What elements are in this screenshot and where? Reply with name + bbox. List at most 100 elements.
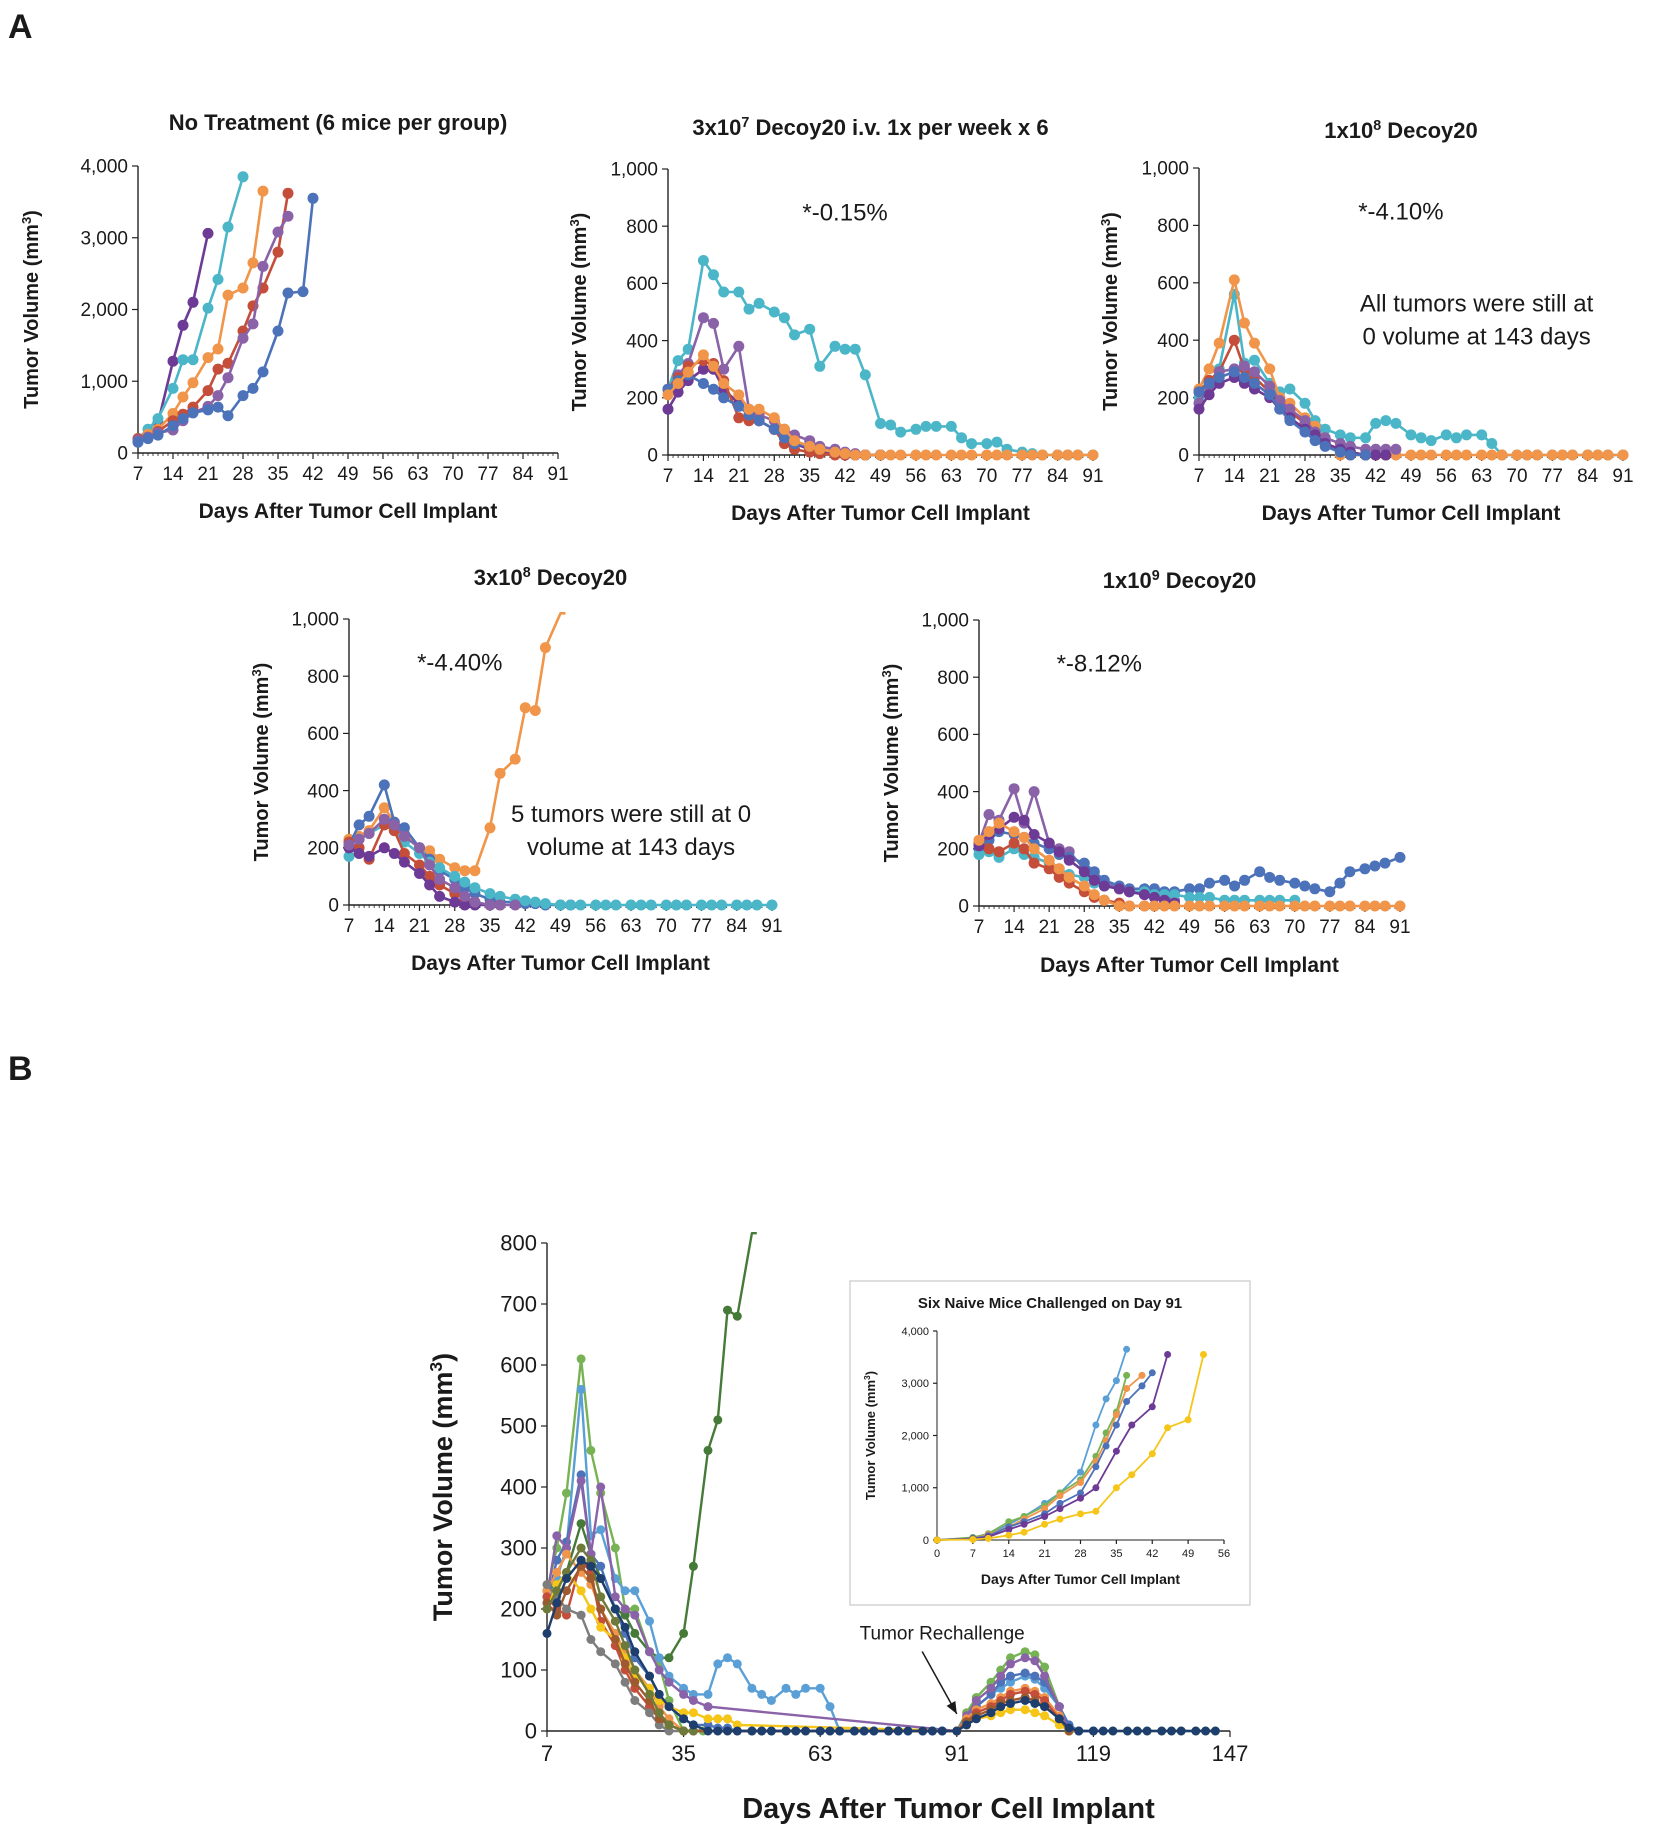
data-point bbox=[1020, 1520, 1028, 1528]
x-tick-label: 28 bbox=[1294, 466, 1315, 487]
data-point bbox=[718, 286, 730, 298]
data-point bbox=[625, 899, 637, 911]
y-tick-label: 400 bbox=[307, 781, 339, 802]
data-point bbox=[859, 1726, 869, 1736]
x-tick-label: 7 bbox=[133, 464, 144, 485]
y-tick-label: 0 bbox=[958, 897, 969, 918]
data-point bbox=[1088, 889, 1100, 901]
x-axis-title: Days After Tumor Cell Implant bbox=[1262, 502, 1561, 525]
x-tick-label: 77 bbox=[1012, 466, 1033, 487]
data-point bbox=[743, 303, 755, 315]
data-point bbox=[1405, 449, 1417, 461]
data-point bbox=[142, 433, 154, 445]
x-tick-label: 49 bbox=[337, 464, 358, 485]
data-point bbox=[1249, 366, 1260, 378]
data-point bbox=[1264, 871, 1276, 883]
data-point bbox=[1123, 1345, 1131, 1353]
data-point bbox=[1072, 449, 1084, 461]
data-point bbox=[586, 1561, 596, 1571]
data-point bbox=[983, 826, 995, 838]
data-point bbox=[596, 1525, 606, 1535]
data-point bbox=[1043, 863, 1055, 875]
x-tick-label: 49 bbox=[1182, 1548, 1194, 1560]
data-point bbox=[1184, 891, 1195, 903]
data-point bbox=[1054, 1702, 1064, 1712]
data-point bbox=[1228, 334, 1240, 346]
data-point bbox=[789, 435, 800, 447]
data-point bbox=[645, 1616, 654, 1626]
data-point bbox=[670, 899, 682, 911]
x-tick-label: 91 bbox=[1082, 466, 1103, 487]
x-tick-label: 84 bbox=[1577, 466, 1599, 487]
data-point bbox=[494, 899, 506, 911]
x-tick-label: 35 bbox=[267, 464, 288, 485]
data-point bbox=[1138, 900, 1150, 912]
y-tick-label: 600 bbox=[307, 724, 339, 745]
data-point bbox=[1040, 1662, 1050, 1672]
y-tick-label: 800 bbox=[500, 1231, 537, 1256]
x-tick-label: 49 bbox=[550, 916, 571, 937]
data-point bbox=[703, 1689, 713, 1699]
data-point bbox=[973, 849, 985, 860]
data-point bbox=[766, 899, 778, 911]
data-point bbox=[1415, 449, 1427, 461]
data-point bbox=[1415, 432, 1427, 444]
data-point bbox=[596, 1574, 606, 1583]
x-tick-label: 63 bbox=[1471, 466, 1492, 487]
chart-title: 1x108 Decoy20 bbox=[1324, 118, 1478, 143]
y-tick-label: 400 bbox=[626, 331, 658, 352]
x-tick-label: 21 bbox=[1039, 1548, 1051, 1560]
data-point bbox=[1238, 372, 1250, 383]
data-point bbox=[1164, 1424, 1172, 1432]
x-tick-label: 21 bbox=[1039, 917, 1060, 938]
x-tick-label: 70 bbox=[976, 466, 997, 487]
data-point bbox=[1092, 1463, 1100, 1471]
data-point bbox=[449, 882, 461, 894]
y-axis-title: Tumor Volume (mm3) bbox=[862, 1371, 878, 1500]
x-tick-label: 7 bbox=[344, 916, 355, 937]
x-tick-label: 56 bbox=[1218, 1548, 1230, 1560]
data-point bbox=[1113, 900, 1125, 912]
x-tick-label: 7 bbox=[974, 917, 985, 938]
y-tick-label: 200 bbox=[500, 1597, 537, 1622]
data-point bbox=[1405, 429, 1417, 441]
data-point bbox=[703, 1726, 713, 1736]
x-tick-label: 56 bbox=[905, 466, 926, 487]
data-point bbox=[1112, 1447, 1120, 1455]
x-tick-label: 7 bbox=[970, 1548, 976, 1560]
chart-3x10-7-decoy20: 0 200 400 600 800 1,000 7 14 21 28 35 42 49 56 63 70 77 8… bbox=[567, 115, 1104, 525]
data-point bbox=[307, 192, 319, 204]
data-point bbox=[801, 1683, 811, 1693]
data-point bbox=[1005, 1518, 1013, 1526]
data-point bbox=[927, 1726, 937, 1736]
x-tick-label: 28 bbox=[444, 916, 465, 937]
data-point bbox=[343, 850, 355, 862]
data-point bbox=[519, 895, 531, 907]
data-point bbox=[1074, 1726, 1084, 1736]
data-point bbox=[398, 830, 410, 842]
y-tick-label: 400 bbox=[1157, 331, 1189, 352]
data-point bbox=[1284, 415, 1296, 427]
data-point bbox=[529, 896, 541, 908]
data-point bbox=[257, 185, 269, 197]
data-point bbox=[586, 1635, 596, 1644]
x-tick-label: 14 bbox=[1004, 917, 1026, 938]
data-point bbox=[484, 899, 496, 911]
data-point bbox=[679, 1628, 689, 1638]
series-line bbox=[667, 353, 1093, 457]
data-point bbox=[801, 1726, 811, 1736]
data-point bbox=[1567, 449, 1578, 461]
data-point bbox=[1249, 377, 1260, 389]
data-point bbox=[1148, 1403, 1156, 1411]
data-point bbox=[167, 355, 179, 367]
data-point bbox=[1138, 889, 1150, 901]
data-point bbox=[1450, 449, 1462, 461]
data-point bbox=[981, 438, 993, 450]
data-point bbox=[1390, 417, 1402, 429]
data-point bbox=[804, 440, 816, 452]
data-point bbox=[768, 412, 780, 424]
data-point bbox=[884, 1726, 893, 1736]
data-point bbox=[996, 1702, 1006, 1712]
data-point bbox=[680, 899, 692, 911]
